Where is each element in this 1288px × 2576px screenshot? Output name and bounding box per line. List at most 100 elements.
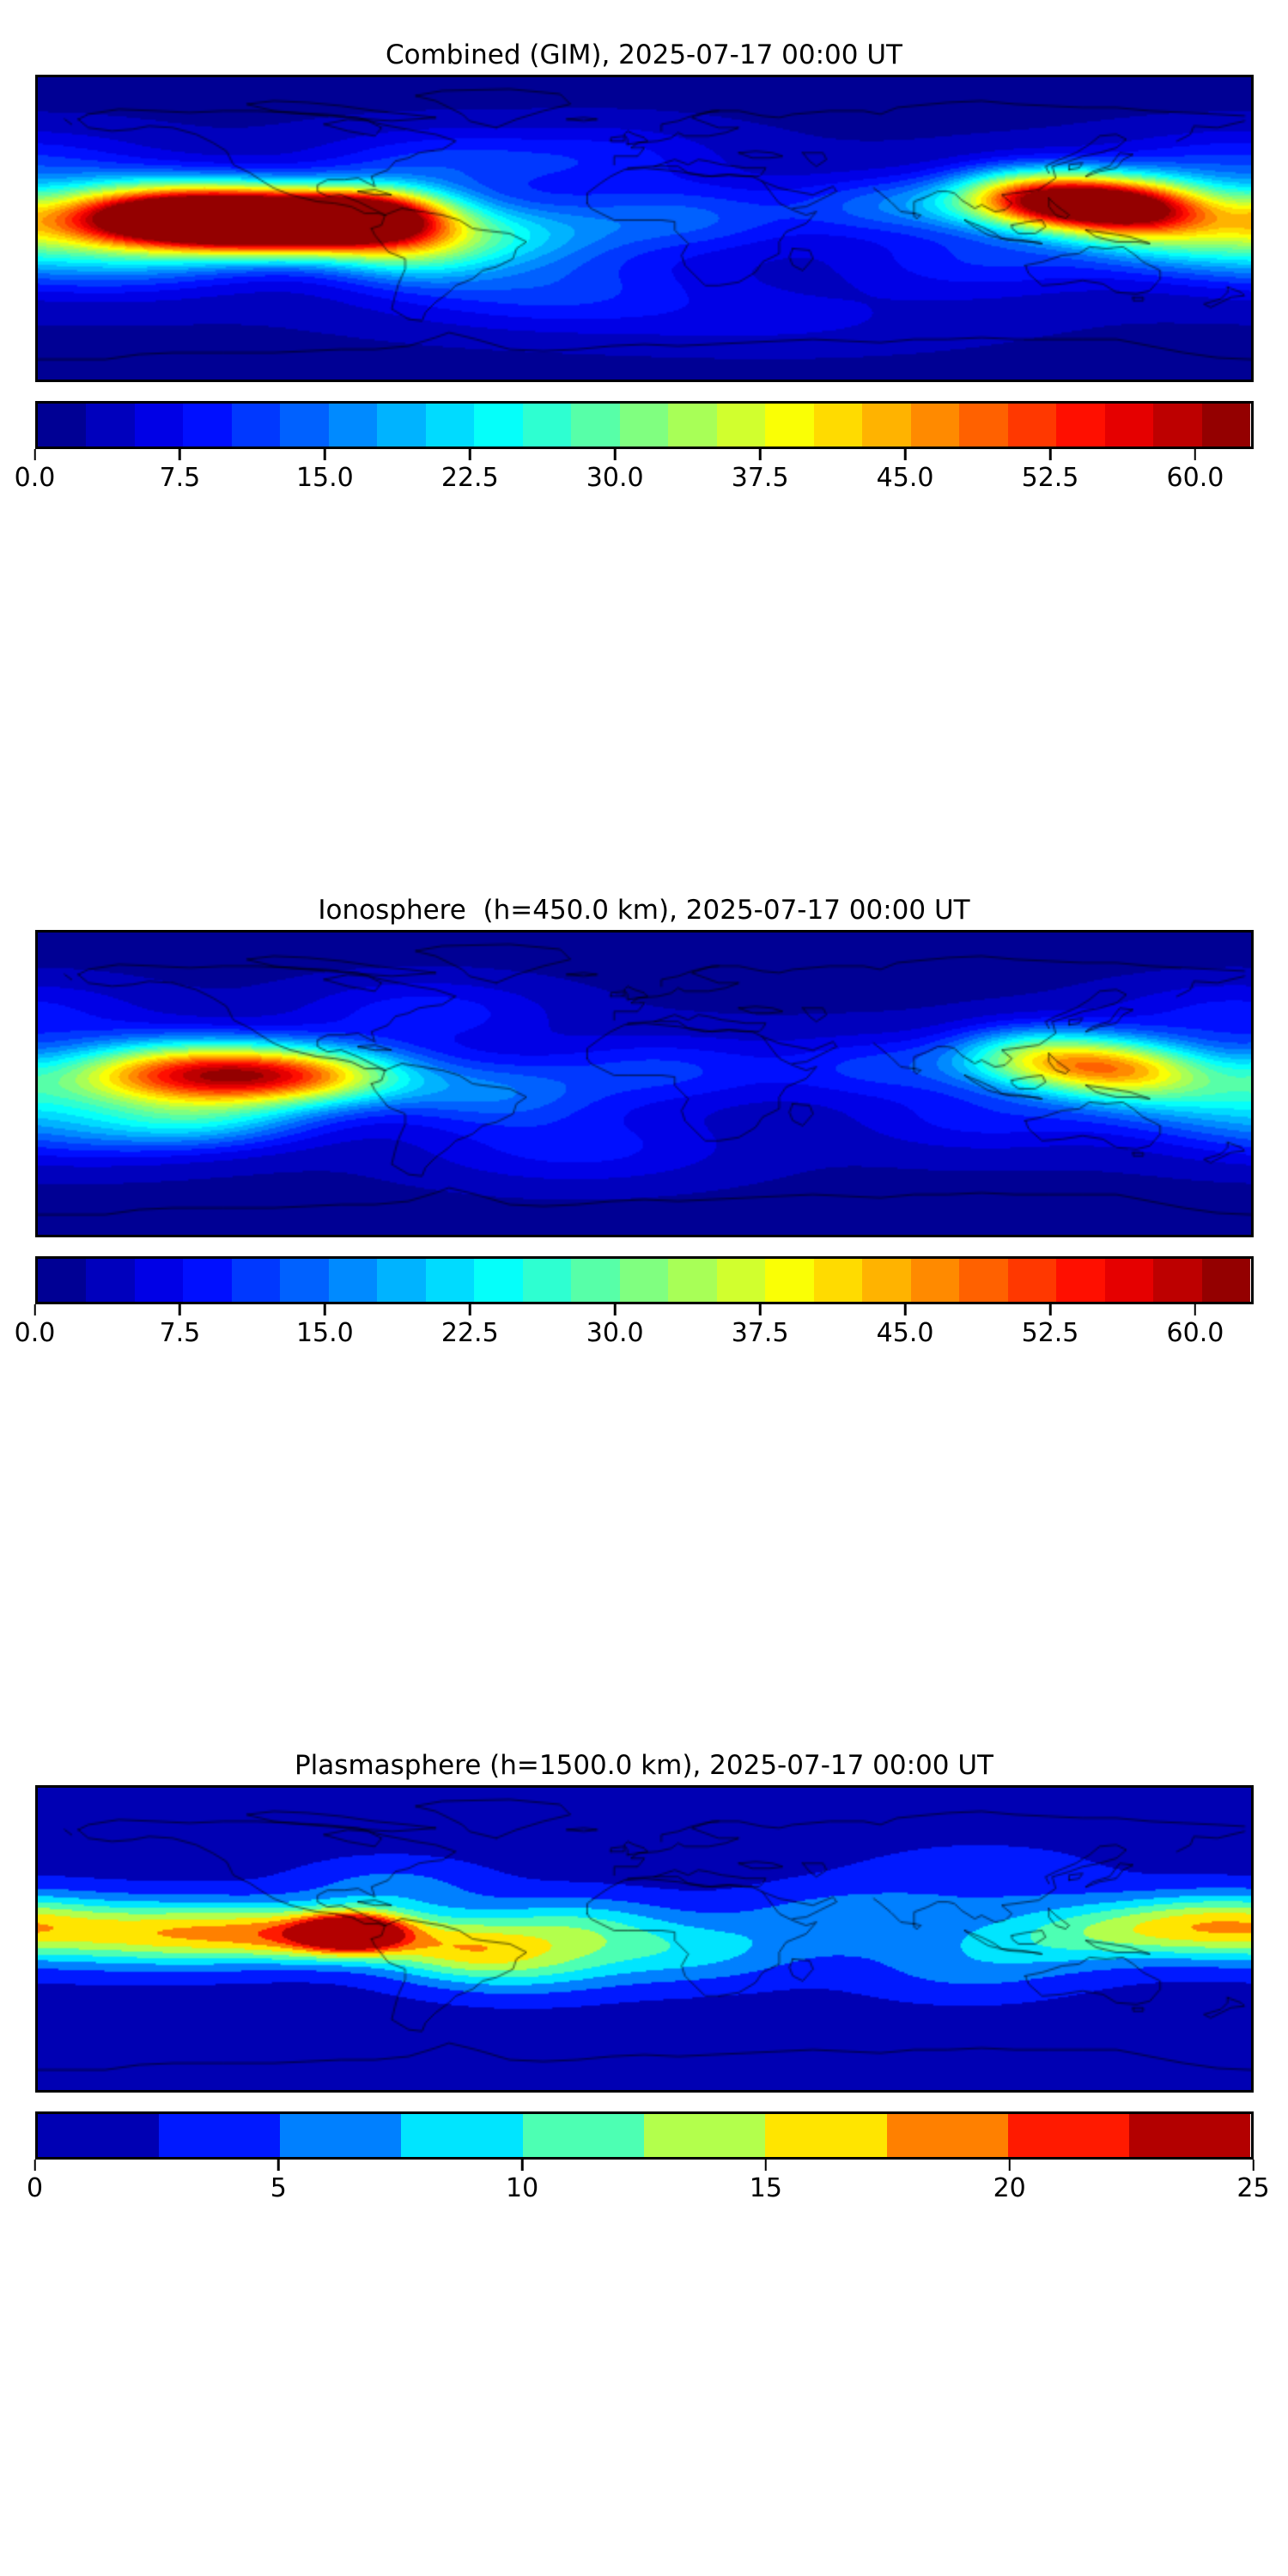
colorbar-tick xyxy=(1048,1304,1052,1315)
colorbar-band xyxy=(401,2114,523,2157)
colorbar-ticks xyxy=(33,2160,1255,2172)
colorbar-tick xyxy=(33,1304,36,1315)
colorbar-band xyxy=(425,404,475,447)
colorbar-tick xyxy=(179,449,181,460)
map-ionosphere xyxy=(34,930,1254,1237)
colorbar-band xyxy=(158,2114,281,2157)
colorbar-tick xyxy=(1048,449,1052,460)
colorbar-band xyxy=(1007,404,1057,447)
colorbar-tick-label: 25 xyxy=(1236,2173,1270,2203)
colorbar-tick xyxy=(1194,1304,1197,1315)
colorbar-band xyxy=(86,404,135,447)
colorbar-band xyxy=(862,1259,911,1302)
colorbar-band xyxy=(231,1259,281,1302)
colorbar-tick-label: 52.5 xyxy=(1021,463,1079,493)
colorbar-gradient xyxy=(34,2111,1254,2160)
colorbar-band xyxy=(231,404,281,447)
colorbar-tick-label: 37.5 xyxy=(731,1318,789,1348)
colorbar-tick-label: 30.0 xyxy=(586,463,644,493)
colorbar-band xyxy=(1056,1259,1105,1302)
colorbar-gradient xyxy=(34,401,1254,449)
colorbar-ticks xyxy=(33,1304,1254,1316)
panel-combined-gim: Combined (GIM), 2025-07-17 00:00 UT 0.0 7… xyxy=(0,38,1288,497)
colorbar-gradient xyxy=(34,1256,1254,1304)
colorbar-tick xyxy=(903,449,907,460)
colorbar-combined-gim: 0.0 7.5 15.0 22.5 30.0 37.5 45.0 52.5 60.0 xyxy=(15,401,1254,497)
colorbar-band xyxy=(716,1259,766,1302)
colorbar-band xyxy=(959,404,1008,447)
colorbar-band xyxy=(813,1259,863,1302)
colorbar-band xyxy=(1153,1259,1202,1302)
map-canvas xyxy=(37,77,1251,380)
colorbar-band xyxy=(183,404,232,447)
colorbar-band xyxy=(1129,2114,1251,2157)
panel-title: Ionosphere (h=450.0 km), 2025-07-17 00:0… xyxy=(318,895,970,926)
colorbar-plasmasphere: 0 5 10 15 20 25 xyxy=(27,2111,1270,2208)
colorbar-tick-labels: 0.0 7.5 15.0 22.5 30.0 37.5 45.0 52.5 60.0 xyxy=(15,1316,1254,1352)
colorbar-tick xyxy=(324,449,326,460)
colorbar-tick xyxy=(613,1304,617,1315)
colorbar-band xyxy=(619,404,669,447)
colorbar-tick-label: 15.0 xyxy=(295,463,354,493)
colorbar-tick xyxy=(469,1304,471,1315)
colorbar-band xyxy=(1104,1259,1154,1302)
colorbar-tick-label: 52.5 xyxy=(1021,1318,1079,1348)
colorbar-band xyxy=(1153,404,1202,447)
colorbar-band xyxy=(643,2114,766,2157)
colorbar-tick-label: 30.0 xyxy=(586,1318,644,1348)
colorbar-band xyxy=(522,404,572,447)
colorbar-tick-label: 10 xyxy=(506,2173,539,2203)
colorbar-tick-labels: 0 5 10 15 20 25 xyxy=(27,2172,1270,2208)
colorbar-tick-label: 45.0 xyxy=(876,463,934,493)
panel-ionosphere: Ionosphere (h=450.0 km), 2025-07-17 00:0… xyxy=(0,893,1288,1352)
colorbar-tick-label: 7.5 xyxy=(159,463,201,493)
colorbar-band xyxy=(765,404,814,447)
colorbar-band xyxy=(522,2114,644,2157)
colorbar-tick xyxy=(520,2160,524,2171)
colorbar-band xyxy=(886,2114,1008,2157)
colorbar-tick xyxy=(33,2160,36,2171)
colorbar-tick-label: 22.5 xyxy=(440,463,499,493)
colorbar-tick xyxy=(1008,2160,1011,2171)
colorbar-band xyxy=(1056,404,1105,447)
map-combined-gim xyxy=(34,75,1254,382)
colorbar-tick-label: 60.0 xyxy=(1166,463,1224,493)
colorbar-tick xyxy=(324,1304,326,1315)
colorbar-band xyxy=(862,404,911,447)
colorbar-band xyxy=(910,1259,960,1302)
map-plasmasphere xyxy=(34,1785,1254,2093)
colorbar-band xyxy=(280,1259,329,1302)
colorbar-band xyxy=(571,404,620,447)
colorbar-band xyxy=(134,1259,184,1302)
colorbar-tick-label: 15 xyxy=(749,2173,782,2203)
colorbar-ionosphere: 0.0 7.5 15.0 22.5 30.0 37.5 45.0 52.5 60.0 xyxy=(15,1256,1254,1352)
colorbar-ticks xyxy=(33,449,1254,461)
colorbar-band xyxy=(37,1259,87,1302)
colorbar-band xyxy=(1201,1259,1251,1302)
colorbar-band xyxy=(765,1259,814,1302)
colorbar-band xyxy=(1007,2114,1130,2157)
colorbar-band xyxy=(280,404,329,447)
map-canvas xyxy=(37,1788,1251,2090)
colorbar-band xyxy=(134,404,184,447)
colorbar-tick xyxy=(1194,449,1197,460)
colorbar-tick-label: 0.0 xyxy=(14,463,56,493)
colorbar-tick xyxy=(764,2160,768,2171)
panel-plasmasphere: Plasmasphere (h=1500.0 km), 2025-07-17 0… xyxy=(0,1748,1288,2208)
colorbar-tick-label: 45.0 xyxy=(876,1318,934,1348)
colorbar-tick-label: 0 xyxy=(26,2173,44,2203)
colorbar-band xyxy=(328,1259,378,1302)
colorbar-tick xyxy=(1252,2160,1255,2171)
colorbar-tick xyxy=(33,449,36,460)
colorbar-band xyxy=(37,2114,159,2157)
colorbar-band xyxy=(86,1259,135,1302)
colorbar-band xyxy=(183,1259,232,1302)
panel-title: Combined (GIM), 2025-07-17 00:00 UT xyxy=(386,39,902,70)
colorbar-tick-label: 20 xyxy=(993,2173,1026,2203)
colorbar-tick xyxy=(903,1304,907,1315)
colorbar-tick xyxy=(613,449,617,460)
colorbar-tick xyxy=(758,449,762,460)
colorbar-band xyxy=(619,1259,669,1302)
colorbar-tick xyxy=(277,2160,280,2171)
